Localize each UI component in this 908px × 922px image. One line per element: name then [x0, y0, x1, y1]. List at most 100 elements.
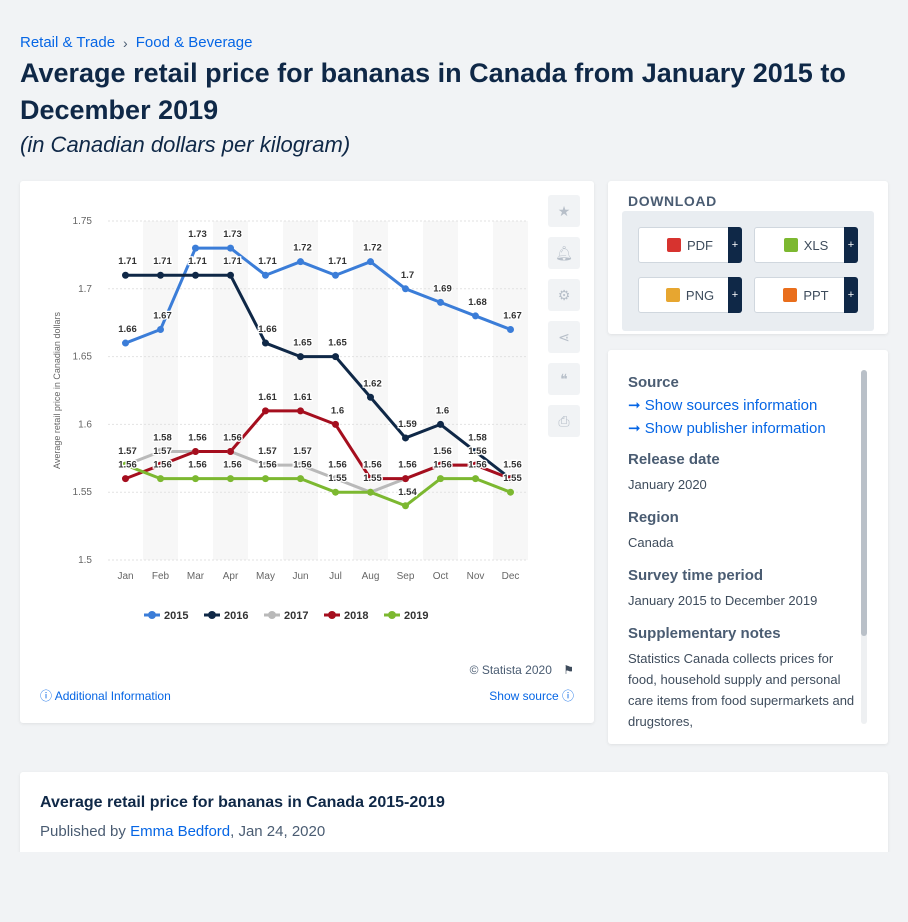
download-ppt-label: PPT	[803, 288, 828, 303]
download-pdf-button[interactable]: PDF +	[638, 227, 742, 263]
breadcrumb-retail-trade[interactable]: Retail & Trade	[20, 34, 115, 51]
data-label: 1.56	[398, 460, 417, 471]
scrollbar-thumb[interactable]	[861, 370, 867, 636]
data-label: 1.56	[328, 460, 347, 471]
legend-marker	[268, 611, 276, 619]
flag-icon[interactable]: ⚑	[563, 663, 574, 677]
chart-legend: 2015 2016 2017 2018 2019	[144, 610, 428, 622]
data-point[interactable]	[437, 299, 444, 306]
data-point[interactable]	[367, 258, 374, 265]
data-point[interactable]	[332, 421, 339, 428]
data-point[interactable]	[192, 272, 199, 279]
xls-file-icon	[784, 238, 798, 252]
legend-item-2015[interactable]: 2015	[144, 610, 188, 622]
data-point[interactable]	[262, 475, 269, 482]
data-label: 1.72	[293, 243, 312, 254]
data-point[interactable]	[297, 407, 304, 414]
data-point[interactable]	[122, 340, 129, 347]
breadcrumb-food-beverage[interactable]: Food & Beverage	[136, 34, 253, 51]
data-point[interactable]	[507, 489, 514, 496]
legend-item-2016[interactable]: 2016	[204, 610, 248, 622]
legend-item-2017[interactable]: 2017	[264, 610, 308, 622]
print-icon[interactable]: ⎙	[548, 405, 580, 437]
supplementary-notes-value: Statistics Canada collects prices for fo…	[628, 648, 858, 732]
gear-icon[interactable]: ⚙	[548, 279, 580, 311]
download-ppt-button[interactable]: PPT +	[754, 277, 858, 313]
data-label: 1.55	[503, 473, 522, 484]
data-label: 1.69	[433, 283, 452, 294]
data-label: 1.72	[363, 243, 382, 254]
data-point[interactable]	[332, 272, 339, 279]
y-tick-label: 1.55	[73, 487, 93, 498]
info-scrollbar[interactable]	[861, 370, 867, 724]
source-heading: Source	[628, 374, 858, 391]
data-point[interactable]	[262, 407, 269, 414]
legend-item-2018[interactable]: 2018	[324, 610, 368, 622]
data-point[interactable]	[367, 394, 374, 401]
show-publisher-link[interactable]: ➞ Show publisher information	[628, 419, 858, 437]
data-point[interactable]	[157, 272, 164, 279]
data-point[interactable]	[122, 272, 129, 279]
data-point[interactable]	[402, 502, 409, 509]
additional-info-link[interactable]: ⓘ Additional Information	[40, 687, 171, 704]
data-point[interactable]	[437, 421, 444, 428]
legend-item-2019[interactable]: 2019	[384, 610, 428, 622]
data-label: 1.56	[188, 460, 207, 471]
data-label: 1.56	[433, 460, 452, 471]
author-link[interactable]: Emma Bedford	[130, 823, 230, 840]
data-point[interactable]	[297, 353, 304, 360]
data-label: 1.56	[223, 433, 242, 444]
data-point[interactable]	[437, 475, 444, 482]
plus-icon[interactable]: +	[844, 227, 858, 263]
plus-icon[interactable]: +	[844, 277, 858, 313]
data-point[interactable]	[192, 448, 199, 455]
data-point[interactable]	[472, 312, 479, 319]
data-label: 1.56	[293, 460, 312, 471]
data-label: 1.54	[398, 487, 417, 498]
bell-icon[interactable]: 🔔︎	[548, 237, 580, 269]
data-point[interactable]	[332, 489, 339, 496]
data-point[interactable]	[402, 434, 409, 441]
column-band	[283, 221, 318, 560]
x-tick-label: Sep	[397, 571, 415, 582]
show-source-link[interactable]: Show source ⓘ	[489, 687, 574, 704]
byline-prefix: Published by	[40, 823, 126, 840]
data-point[interactable]	[227, 448, 234, 455]
data-point[interactable]	[157, 475, 164, 482]
plus-icon[interactable]: +	[728, 227, 742, 263]
download-xls-button[interactable]: XLS +	[754, 227, 858, 263]
data-point[interactable]	[122, 475, 129, 482]
download-png-button[interactable]: PNG +	[638, 277, 742, 313]
data-point[interactable]	[402, 475, 409, 482]
data-point[interactable]	[262, 272, 269, 279]
data-point[interactable]	[367, 489, 374, 496]
download-pdf-label: PDF	[687, 238, 713, 253]
show-sources-link[interactable]: ➞ Show sources information	[628, 396, 858, 414]
data-point[interactable]	[507, 326, 514, 333]
plus-icon[interactable]: +	[728, 277, 742, 313]
data-point[interactable]	[297, 475, 304, 482]
data-point[interactable]	[332, 353, 339, 360]
star-icon[interactable]: ★	[548, 195, 580, 227]
column-band	[423, 221, 458, 560]
data-label: 1.55	[363, 473, 382, 484]
data-point[interactable]	[227, 475, 234, 482]
info-icon: ⓘ	[40, 689, 52, 703]
show-publisher-label: Show publisher information	[645, 420, 826, 437]
share-icon[interactable]: ⋖	[548, 321, 580, 353]
data-point[interactable]	[297, 258, 304, 265]
data-point[interactable]	[157, 326, 164, 333]
quote-icon[interactable]: ❝	[548, 363, 580, 395]
data-point[interactable]	[227, 245, 234, 252]
data-point[interactable]	[192, 475, 199, 482]
data-point[interactable]	[192, 245, 199, 252]
data-label: 1.68	[468, 297, 487, 308]
data-point[interactable]	[262, 340, 269, 347]
chart-copyright: © Statista 2020 ⚑	[470, 663, 574, 677]
data-point[interactable]	[227, 272, 234, 279]
line-chart: 1.51.551.61.651.71.75 Jan Feb Mar Apr May Jun…	[20, 181, 530, 651]
data-label: 1.62	[363, 378, 382, 389]
y-tick-label: 1.6	[78, 419, 92, 430]
data-point[interactable]	[402, 285, 409, 292]
data-point[interactable]	[472, 475, 479, 482]
